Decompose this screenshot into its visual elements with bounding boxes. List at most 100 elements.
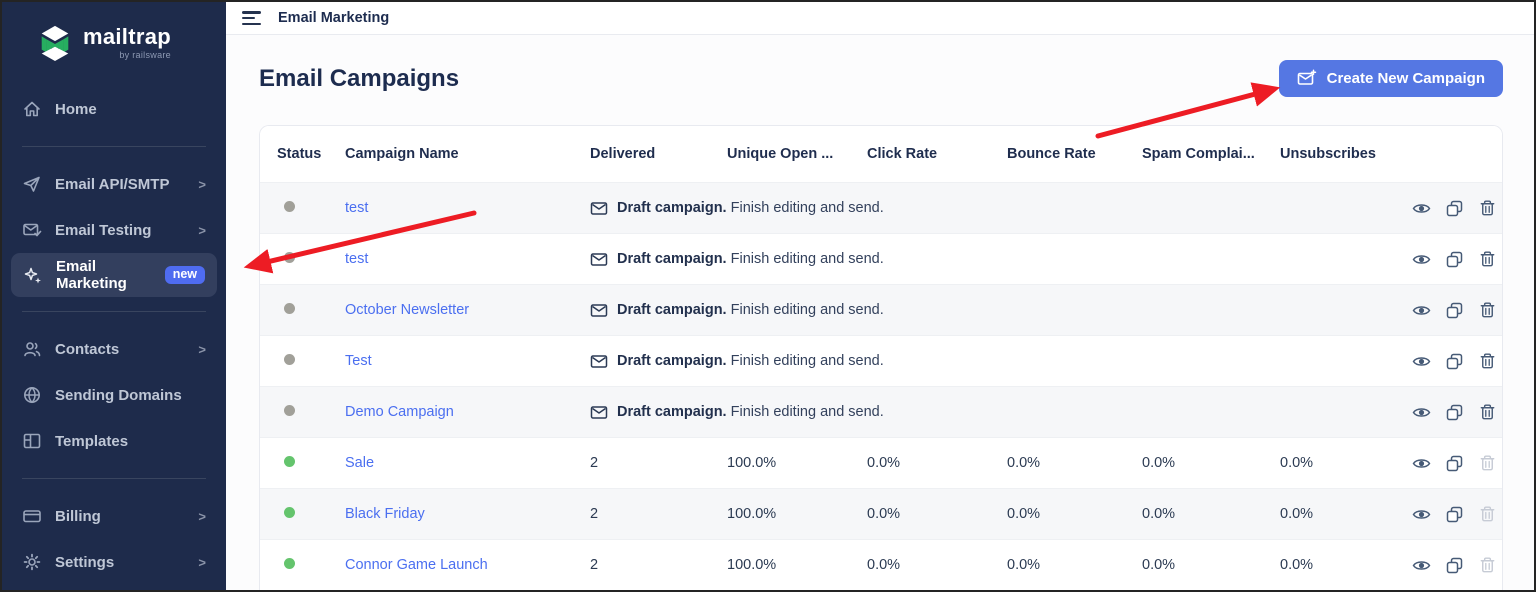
view-icon[interactable] bbox=[1412, 301, 1431, 320]
sidebar-item-label: Templates bbox=[55, 432, 129, 450]
campaign-name-link[interactable]: test bbox=[345, 200, 369, 216]
column-header-delivered: Delivered bbox=[590, 146, 656, 162]
sidebar-item-email-marketing[interactable]: Email Marketing new bbox=[11, 253, 217, 297]
column-header-status: Status bbox=[277, 146, 322, 162]
gear-icon bbox=[22, 552, 42, 572]
status-cell bbox=[260, 251, 345, 267]
view-icon[interactable] bbox=[1412, 556, 1431, 575]
delete-icon[interactable] bbox=[1478, 250, 1497, 269]
sidebar-item-email-testing[interactable]: Email Testing > bbox=[2, 207, 226, 253]
campaign-name-cell: Demo Campaign bbox=[345, 404, 590, 420]
sidebar-item-label: Billing bbox=[55, 507, 101, 525]
column-header-unsubscribes: Unsubscribes bbox=[1280, 146, 1376, 162]
page-header: Email Campaigns Create New Campaign bbox=[259, 60, 1503, 97]
draft-message: Draft campaign. Finish editing and send. bbox=[590, 302, 1412, 319]
duplicate-icon[interactable] bbox=[1445, 250, 1464, 269]
delete-icon[interactable] bbox=[1478, 301, 1497, 320]
delete-icon[interactable] bbox=[1478, 454, 1497, 473]
mailtrap-logo-icon bbox=[41, 25, 69, 62]
campaign-name-link[interactable]: test bbox=[345, 251, 369, 267]
campaign-name-cell: Sale bbox=[345, 455, 590, 471]
sidebar-item-home[interactable]: Home bbox=[2, 86, 226, 132]
view-icon[interactable] bbox=[1412, 199, 1431, 218]
main-area: Email Marketing Email Campaigns Create N… bbox=[226, 2, 1534, 590]
unique-open-cell: 100.0% bbox=[727, 455, 777, 471]
bounce-rate-cell: 0.0% bbox=[1007, 557, 1041, 573]
bounce-rate-cell: 0.0% bbox=[1007, 455, 1041, 471]
duplicate-icon[interactable] bbox=[1445, 454, 1464, 473]
paper-plane-icon bbox=[22, 174, 42, 194]
delete-icon[interactable] bbox=[1478, 403, 1497, 422]
delivered-cell: 2 bbox=[590, 455, 599, 471]
campaign-name-link[interactable]: Connor Game Launch bbox=[345, 557, 488, 573]
column-header-spam-complaints: Spam Complai... bbox=[1142, 146, 1255, 162]
sidebar-item-settings[interactable]: Settings > bbox=[2, 539, 226, 585]
campaign-name-link[interactable]: Demo Campaign bbox=[345, 404, 454, 420]
topbar: Email Marketing bbox=[226, 2, 1534, 35]
column-header-bounce-rate: Bounce Rate bbox=[1007, 146, 1096, 162]
duplicate-icon[interactable] bbox=[1445, 556, 1464, 575]
view-icon[interactable] bbox=[1412, 454, 1431, 473]
view-icon[interactable] bbox=[1412, 505, 1431, 524]
template-icon bbox=[22, 431, 42, 451]
row-actions bbox=[1412, 250, 1502, 269]
view-icon[interactable] bbox=[1412, 352, 1431, 371]
sidebar: mailtrap by railsware Home Email API/SMT… bbox=[2, 2, 226, 590]
table-row: test Draft campaign. Finish editing and … bbox=[260, 182, 1502, 233]
table-row: Test Draft campaign. Finish editing and … bbox=[260, 335, 1502, 386]
campaigns-table: Status Campaign Name Delivered Unique Op… bbox=[259, 125, 1503, 590]
delete-icon[interactable] bbox=[1478, 352, 1497, 371]
delete-icon[interactable] bbox=[1478, 199, 1497, 218]
status-dot bbox=[284, 456, 295, 467]
sparkles-icon bbox=[23, 265, 43, 285]
unsubscribes-cell: 0.0% bbox=[1280, 455, 1314, 471]
campaign-name-link[interactable]: Test bbox=[345, 353, 372, 369]
sidebar-item-label: Settings bbox=[55, 553, 115, 571]
delete-icon[interactable] bbox=[1478, 505, 1497, 524]
duplicate-icon[interactable] bbox=[1445, 403, 1464, 422]
sidebar-item-label: Home bbox=[55, 100, 97, 118]
view-icon[interactable] bbox=[1412, 250, 1431, 269]
view-icon[interactable] bbox=[1412, 403, 1431, 422]
duplicate-icon[interactable] bbox=[1445, 199, 1464, 218]
duplicate-icon[interactable] bbox=[1445, 505, 1464, 524]
campaign-name-cell: Black Friday bbox=[345, 506, 590, 522]
status-cell bbox=[260, 506, 345, 522]
click-rate-cell: 0.0% bbox=[867, 557, 901, 573]
sidebar-item-contacts[interactable]: Contacts > bbox=[2, 326, 226, 372]
menu-toggle-icon[interactable] bbox=[242, 11, 262, 25]
sidebar-item-label: Email Testing bbox=[55, 221, 152, 239]
draft-message: Draft campaign. Finish editing and send. bbox=[590, 353, 1412, 370]
sidebar-item-billing[interactable]: Billing > bbox=[2, 493, 226, 539]
envelope-icon bbox=[590, 404, 608, 421]
envelope-plus-icon bbox=[1297, 68, 1316, 85]
status-cell bbox=[260, 455, 345, 471]
sidebar-divider bbox=[22, 478, 206, 479]
status-cell bbox=[260, 404, 345, 420]
sidebar-item-templates[interactable]: Templates bbox=[2, 418, 226, 464]
draft-message: Draft campaign. Finish editing and send. bbox=[590, 200, 1412, 217]
unsubscribes-cell: 0.0% bbox=[1280, 557, 1314, 573]
create-new-campaign-button[interactable]: Create New Campaign bbox=[1278, 60, 1503, 97]
campaign-name-cell: test bbox=[345, 200, 590, 216]
campaign-name-link[interactable]: October Newsletter bbox=[345, 302, 470, 318]
credit-card-icon bbox=[22, 506, 42, 526]
campaign-name-link[interactable]: Sale bbox=[345, 455, 375, 471]
sidebar-item-sending-domains[interactable]: Sending Domains bbox=[2, 372, 226, 418]
envelope-icon bbox=[590, 251, 608, 268]
mailtrap-logo[interactable]: mailtrap by railsware bbox=[2, 20, 226, 80]
delete-icon[interactable] bbox=[1478, 556, 1497, 575]
status-cell bbox=[260, 200, 345, 216]
duplicate-icon[interactable] bbox=[1445, 352, 1464, 371]
new-badge: new bbox=[164, 266, 205, 284]
duplicate-icon[interactable] bbox=[1445, 301, 1464, 320]
campaign-name-link[interactable]: Black Friday bbox=[345, 506, 425, 522]
row-actions bbox=[1412, 352, 1502, 371]
sidebar-item-email-api-smtp[interactable]: Email API/SMTP > bbox=[2, 161, 226, 207]
row-actions bbox=[1412, 454, 1502, 473]
table-row: Sale 2 100.0% 0.0% 0.0% 0.0% 0.0% bbox=[260, 437, 1502, 488]
status-cell bbox=[260, 353, 345, 369]
table-row: Connor Game Launch 2 100.0% 0.0% 0.0% 0.0… bbox=[260, 539, 1502, 590]
draft-message: Draft campaign. Finish editing and send. bbox=[590, 404, 1412, 421]
campaign-name-cell: Connor Game Launch bbox=[345, 557, 590, 573]
